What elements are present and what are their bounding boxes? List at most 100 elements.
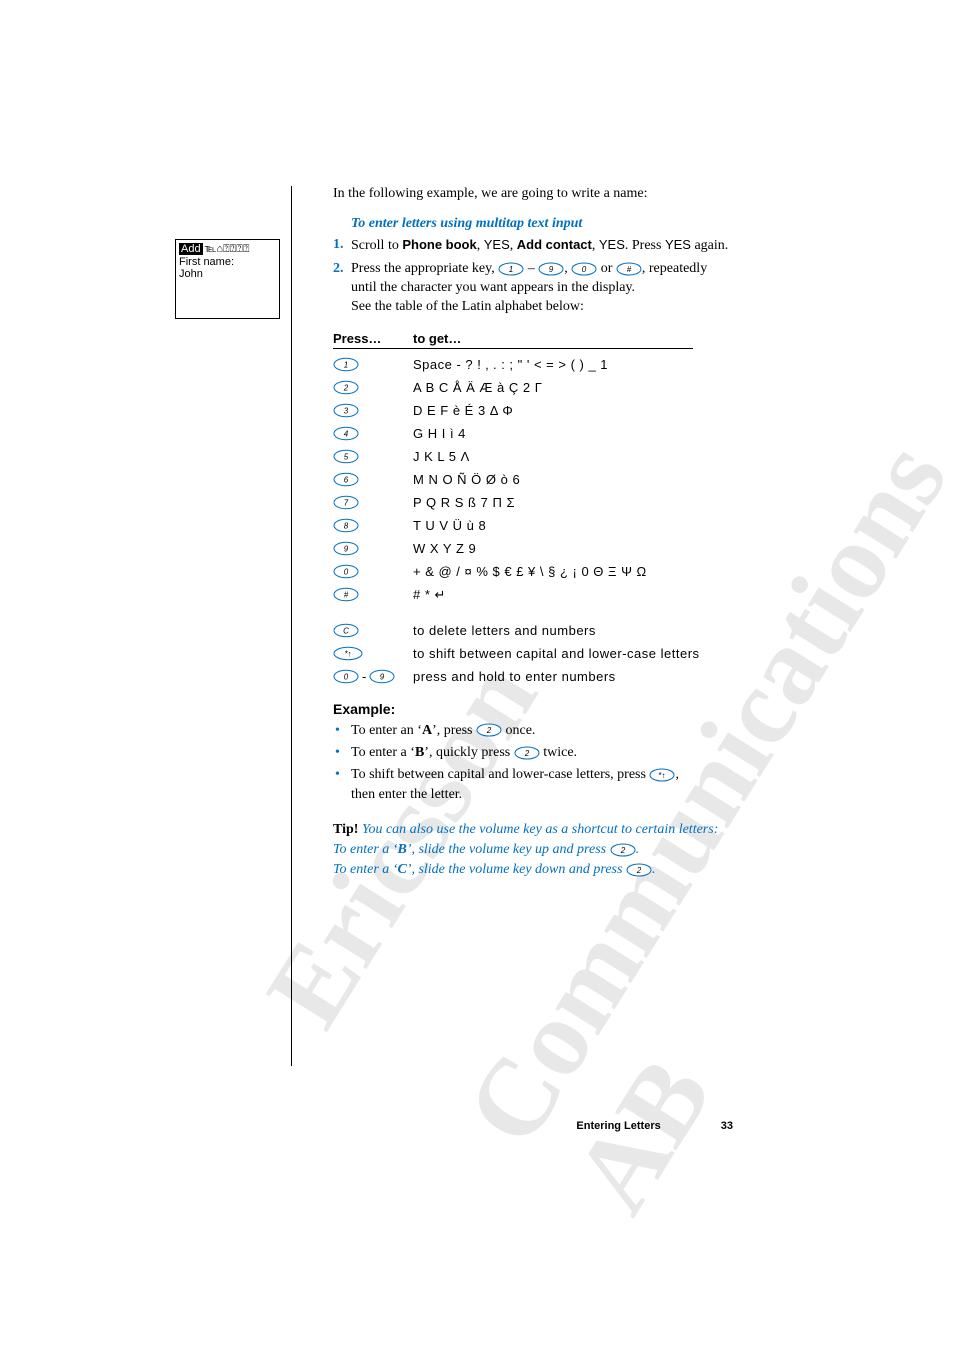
key-2-icon: 2 — [333, 380, 359, 395]
table-row: # # * ↵ — [333, 585, 733, 605]
svg-text:2: 2 — [619, 846, 625, 855]
key-chars: + & @ / ¤ % $ € £ ¥ \ § ¿ ¡ 0 Θ Ξ Ψ Ω — [413, 564, 733, 579]
key-2-icon: 2 — [514, 746, 540, 760]
example-item-2: To enter a ‘B’, quickly press 2 twice. — [333, 743, 733, 763]
first-name-value: John — [179, 268, 276, 280]
key-chars: A B C Å Ä Æ à Ç 2 Γ — [413, 380, 733, 395]
example-heading: Example: — [333, 701, 733, 717]
key-star-icon: *↑ — [333, 646, 363, 661]
table-row: Cto delete letters and numbers — [333, 621, 733, 641]
svg-text:2: 2 — [343, 384, 349, 393]
steps-list: 1. Scroll to Phone book, YES, Add contac… — [333, 236, 733, 317]
table-row: 8 T U V Ü ù 8 — [333, 516, 733, 536]
key-6-icon: 6 — [333, 472, 359, 487]
svg-text:5: 5 — [344, 453, 349, 462]
step-2: 2. Press the appropriate key, 1 – 9, 0 o… — [333, 260, 733, 317]
add-label: Add — [179, 243, 203, 255]
svg-text:*↑: *↑ — [659, 771, 666, 780]
key-chars: J K L 5 Λ — [413, 449, 733, 464]
key-4-icon: 4 — [333, 426, 359, 441]
svg-text:2: 2 — [486, 726, 492, 735]
main-column: In the following example, we are going t… — [333, 186, 733, 881]
svg-text:8: 8 — [344, 522, 349, 531]
svg-text:9: 9 — [380, 673, 385, 682]
key-chars: M N O Ñ Ö Ø ò 6 — [413, 472, 733, 487]
key-chars: T U V Ü ù 8 — [413, 518, 733, 533]
key-table-extra: Cto delete letters and numbers *↑ to shift… — [333, 621, 733, 687]
table-row: 9 W X Y Z 9 — [333, 539, 733, 559]
key-chars: W X Y Z 9 — [413, 541, 733, 556]
svg-text:9: 9 — [549, 265, 554, 274]
key-chars: P Q R S ß 7 Π Σ — [413, 495, 733, 510]
key-2-icon: 2 — [610, 843, 636, 857]
table-header: Press… to get… — [333, 331, 733, 348]
svg-text:#: # — [627, 265, 632, 274]
svg-text:#: # — [344, 591, 349, 600]
table-row: 0 + & @ / ¤ % $ € £ ¥ \ § ¿ ¡ 0 Θ Ξ Ψ Ω — [333, 562, 733, 582]
example-item-1: To enter an ‘A’, press 2 once. — [333, 721, 733, 741]
key-C-icon: C — [333, 623, 359, 638]
table-row: 3 D E F è É 3 Δ Φ — [333, 401, 733, 421]
table-row: 6 M N O Ñ Ö Ø ò 6 — [333, 470, 733, 490]
step-1: 1. Scroll to Phone book, YES, Add contac… — [333, 236, 733, 256]
svg-text:3: 3 — [344, 407, 349, 416]
key-9-icon: 9 — [333, 541, 359, 556]
key-#-icon: # — [333, 587, 359, 602]
table-row: 0-9press and hold to enter numbers — [333, 667, 733, 687]
svg-text:*↑: *↑ — [344, 650, 351, 659]
key-0-icon: 0 — [333, 669, 359, 684]
footer-page-number: 33 — [721, 1120, 733, 1132]
example-list: To enter an ‘A’, press 2 once. To enter … — [333, 721, 733, 806]
svg-text:1: 1 — [344, 361, 348, 370]
svg-text:1: 1 — [509, 265, 513, 274]
svg-text:0: 0 — [344, 673, 349, 682]
svg-text:9: 9 — [344, 545, 349, 554]
key-desc: press and hold to enter numbers — [413, 669, 733, 684]
phone-screen-mock: Add℡⌂⍰⍰⍰⍰ First name: John — [175, 239, 280, 319]
svg-text:2: 2 — [523, 749, 529, 758]
key-desc: to shift between capital and lower-case … — [413, 646, 733, 661]
page-footer: Entering Letters 33 — [333, 1120, 733, 1132]
key-9-icon: 9 — [369, 669, 395, 684]
col-press-header: Press… — [333, 331, 413, 346]
key-0-icon: 0 — [333, 564, 359, 579]
table-row: 4 G H I ì 4 — [333, 424, 733, 444]
table-row: 7 P Q R S ß 7 Π Σ — [333, 493, 733, 513]
key-2-icon: 2 — [476, 723, 502, 737]
col-get-header: to get… — [413, 331, 733, 346]
example-item-3: To shift between capital and lower-case … — [333, 765, 733, 806]
key-chars: Space - ? ! ‚ . : ; " ' < = > ( ) _ 1 — [413, 357, 733, 372]
key-chars: G H I ì 4 — [413, 426, 733, 441]
svg-text:2: 2 — [636, 866, 642, 875]
svg-text:7: 7 — [344, 499, 349, 508]
footer-title: Entering Letters — [576, 1120, 660, 1132]
key-chars: # * ↵ — [413, 587, 733, 603]
procedure-heading: To enter letters using multitap text inp… — [351, 216, 733, 232]
key-chars: D E F è É 3 Δ Φ — [413, 403, 733, 418]
margin-rule — [291, 186, 292, 1066]
key-7-icon: 7 — [333, 495, 359, 510]
key-0-icon: 0 — [571, 262, 597, 276]
svg-text:C: C — [343, 627, 349, 636]
svg-text:6: 6 — [344, 476, 349, 485]
key-9-icon: 9 — [538, 262, 564, 276]
intro-text: In the following example, we are going t… — [333, 186, 733, 202]
key-2-icon: 2 — [626, 863, 652, 877]
table-rule — [333, 348, 693, 349]
key-3-icon: 3 — [333, 403, 359, 418]
table-row: 2 A B C Å Ä Æ à Ç 2 Γ — [333, 378, 733, 398]
key-desc: to delete letters and numbers — [413, 623, 733, 638]
key-hash-icon: # — [616, 262, 642, 276]
key-table: 1 Space - ? ! ‚ . : ; " ' < = > ( ) _ 1 2 A… — [333, 355, 733, 605]
key-star-icon: *↑ — [649, 768, 675, 782]
tip-block: Tip! You can also use the volume key as … — [333, 820, 733, 881]
svg-text:0: 0 — [582, 265, 587, 274]
table-row: 1 Space - ? ! ‚ . : ; " ' < = > ( ) _ 1 — [333, 355, 733, 375]
add-suffix: ℡⌂⍰⍰⍰⍰ — [205, 243, 250, 255]
svg-text:4: 4 — [344, 430, 349, 439]
key-8-icon: 8 — [333, 518, 359, 533]
table-row: 5 J K L 5 Λ — [333, 447, 733, 467]
table-row: *↑ to shift between capital and lower-cas… — [333, 644, 733, 664]
svg-text:0: 0 — [344, 568, 349, 577]
first-name-label: First name: — [179, 256, 276, 268]
